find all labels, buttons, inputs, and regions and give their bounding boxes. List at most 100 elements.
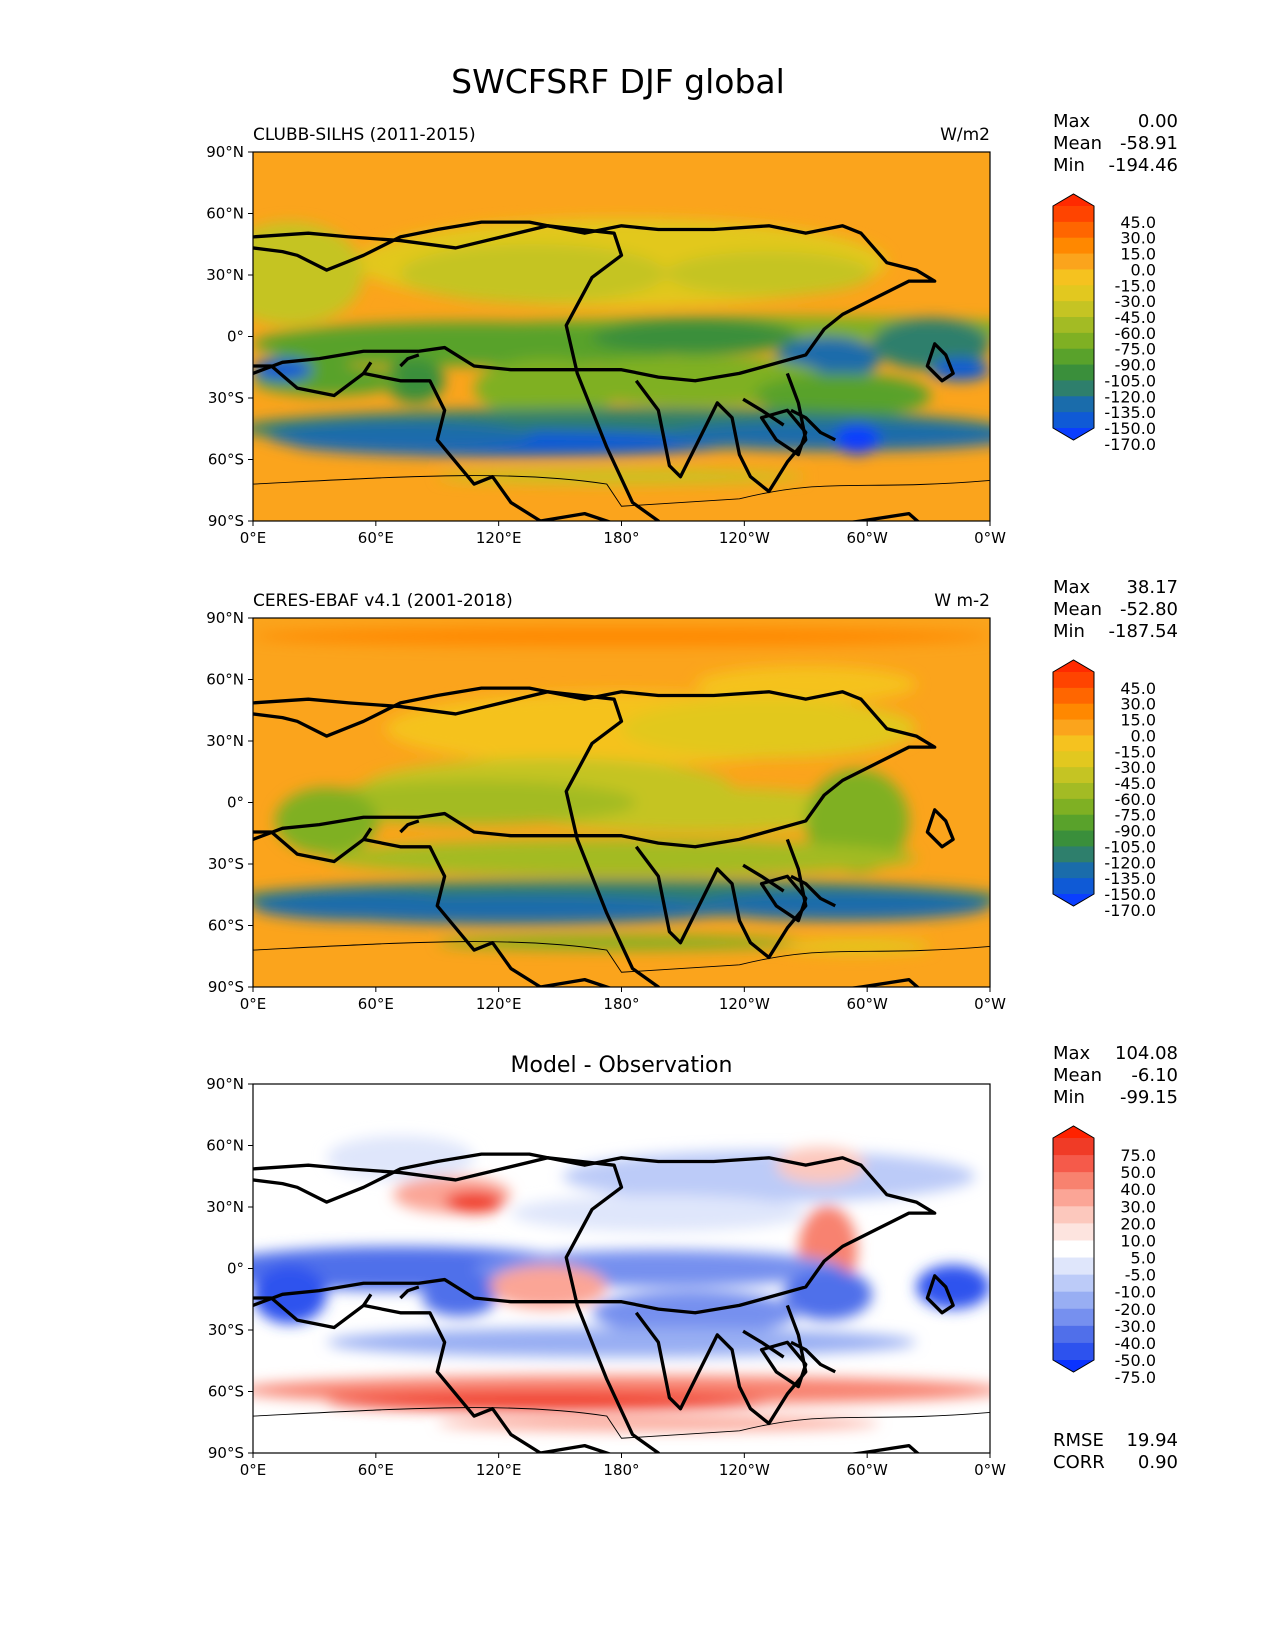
field-region	[835, 425, 880, 455]
map-field	[253, 152, 990, 521]
y-tick-label: 30°S	[208, 389, 244, 407]
colorbar-extend-bottom	[1053, 428, 1094, 440]
y-tick-label: 30°S	[208, 1321, 244, 1339]
stat-value: 38.17	[1126, 577, 1178, 598]
colorbar: 75.050.040.030.020.010.05.0-5.0-10.0-20.…	[1052, 1125, 1156, 1387]
colorbar-segment	[1053, 703, 1094, 721]
colorbar-segment	[1053, 735, 1094, 752]
colorbar-extend-bottom	[1053, 894, 1094, 906]
stat-value: -52.80	[1120, 599, 1178, 620]
x-tick-label: 0°W	[974, 995, 1006, 1013]
colorbar-segment	[1053, 1308, 1094, 1327]
stat-value: -6.10	[1131, 1065, 1178, 1086]
field-region	[253, 222, 364, 326]
colorbar-label: -75.0	[1115, 806, 1156, 825]
colorbar-segment	[1053, 1138, 1094, 1156]
y-tick-label: 30°N	[206, 1198, 244, 1216]
colorbar-segment	[1053, 719, 1094, 736]
field-region	[665, 251, 873, 296]
colorbar-label: -120.0	[1104, 387, 1156, 406]
colorbar-segment	[1053, 1325, 1094, 1344]
stat-value: 0.00	[1138, 111, 1178, 132]
x-tick-label: 60°W	[846, 995, 888, 1013]
colorbar-segment	[1053, 814, 1094, 832]
colorbar-label: -20.0	[1115, 1300, 1156, 1319]
field-region	[695, 891, 990, 921]
stat-value: -187.54	[1109, 621, 1178, 642]
colorbar-segment	[1053, 285, 1094, 302]
x-tick-label: 60°E	[358, 529, 394, 547]
colorbar: 45.030.015.00.0-15.0-30.0-45.0-60.0-75.0…	[1052, 659, 1156, 920]
colorbar-segment	[1053, 269, 1094, 286]
panel-model: 0°E 60°E 120°E 180° 120°W 60°W 0°W 90°N 60°N 30°N…	[206, 111, 1178, 547]
colorbar-segment	[1053, 1189, 1094, 1207]
stat-label: Max	[1053, 577, 1091, 598]
coastlines	[253, 1148, 990, 1453]
colorbar-label: -105.0	[1104, 371, 1156, 390]
field-region	[621, 699, 917, 759]
colorbar-segment	[1053, 206, 1094, 223]
panel-center-title: Model - Observation	[511, 1053, 733, 1078]
colorbar-segment	[1053, 751, 1094, 768]
stat-label: Mean	[1053, 599, 1102, 620]
panel-difference: 0°E 60°E 120°E 180° 120°W 60°W 0°W 90°N 60°N 30°N…	[206, 1043, 1178, 1479]
y-tick-label: 60°S	[208, 917, 244, 935]
colorbar: 45.030.015.00.0-15.0-30.0-45.0-60.0-75.0…	[1052, 193, 1156, 454]
colorbar-label: 75.0	[1120, 1146, 1156, 1165]
colorbar-segment	[1053, 1206, 1094, 1224]
y-tick-label: 0°	[227, 328, 244, 346]
colorbar-segment	[1053, 253, 1094, 270]
colorbar-label: 15.0	[1120, 711, 1156, 730]
x-tick-label: 60°E	[358, 1461, 394, 1479]
x-tick-label: 0°E	[240, 995, 267, 1013]
colorbar-label: -90.0	[1115, 822, 1156, 841]
colorbar-label: 0.0	[1131, 726, 1156, 745]
colorbar-segment	[1053, 846, 1094, 863]
field-region	[253, 321, 696, 367]
panel-units: W/m2	[940, 125, 990, 145]
colorbar-segment	[1053, 1342, 1094, 1361]
colorbar-label: 20.0	[1120, 1214, 1156, 1233]
map-field	[253, 1084, 990, 1453]
coastlines	[253, 682, 990, 987]
field-region	[510, 1194, 806, 1232]
stat-value: -58.91	[1120, 133, 1178, 154]
colorbar-label: -105.0	[1104, 837, 1156, 856]
field-region	[931, 358, 990, 381]
colorbar-extend-top	[1053, 194, 1094, 206]
field-region	[253, 891, 475, 921]
colorbar-label: -60.0	[1115, 324, 1156, 343]
panel-left-title: CLUBB-SILHS (2011-2015)	[253, 125, 476, 145]
colorbar-segment	[1053, 237, 1094, 255]
colorbar-label: 45.0	[1120, 679, 1156, 698]
x-tick-label: 120°W	[719, 995, 770, 1013]
x-tick-label: 0°E	[240, 1461, 267, 1479]
colorbar-segment	[1053, 317, 1094, 334]
colorbar-label: 30.0	[1120, 1197, 1156, 1216]
colorbar-label: 15.0	[1120, 245, 1156, 264]
stat-value: 104.08	[1115, 1043, 1178, 1064]
colorbar-label: 30.0	[1120, 229, 1156, 248]
colorbar-segment	[1053, 332, 1094, 350]
colorbar-label: -75.0	[1115, 1368, 1156, 1387]
colorbar-label: 30.0	[1120, 695, 1156, 714]
y-tick-label: 60°N	[206, 1137, 244, 1155]
stat-label: Min	[1053, 1087, 1085, 1108]
field-region	[253, 627, 990, 646]
x-tick-label: 120°E	[476, 529, 522, 547]
colorbar-segment	[1053, 1240, 1094, 1259]
colorbar-extend-bottom	[1053, 1360, 1094, 1372]
metric-label: CORR	[1053, 1452, 1105, 1473]
colorbar-segment	[1053, 1257, 1094, 1276]
stat-label: Min	[1053, 155, 1085, 176]
x-tick-label: 180°	[603, 1461, 639, 1479]
y-tick-label: 90°S	[208, 1444, 244, 1462]
y-tick-label: 0°	[227, 794, 244, 812]
colorbar-segment	[1053, 798, 1094, 816]
colorbar-label: -170.0	[1104, 901, 1156, 920]
colorbar-segment	[1053, 1155, 1094, 1173]
colorbar-label: -60.0	[1115, 790, 1156, 809]
field-region	[783, 1268, 873, 1321]
stat-label: Mean	[1053, 133, 1102, 154]
y-tick-label: 60°S	[208, 451, 244, 469]
